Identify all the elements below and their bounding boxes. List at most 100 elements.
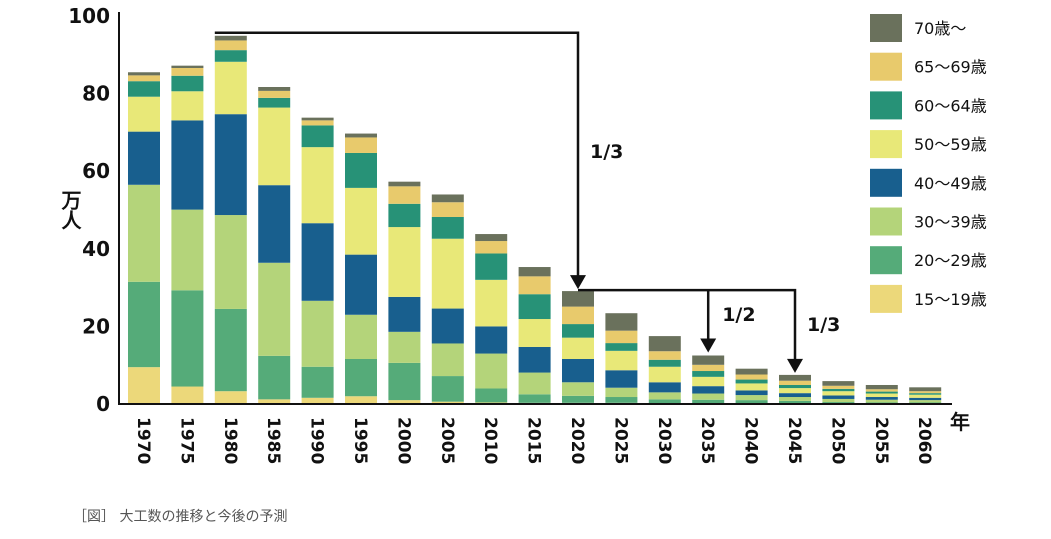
bar-1980-series-7 <box>214 35 247 41</box>
x-tick-label-2060: 2060 <box>914 417 934 464</box>
bar-2055-series-3 <box>865 397 898 400</box>
bar-1995-series-3 <box>345 254 377 315</box>
bar-1985-series-3 <box>258 185 291 263</box>
bar-1990-series-0 <box>301 397 334 404</box>
bar-1995-series-2 <box>345 314 377 359</box>
bar-1980-series-4 <box>214 61 247 115</box>
bar-2005-series-6 <box>431 202 464 217</box>
bar-2050-series-7 <box>822 381 855 386</box>
bar-2040-series-3 <box>735 390 768 396</box>
bar-2025-series-6 <box>605 330 638 344</box>
bar-2015-series-6 <box>518 276 551 295</box>
annotation-bracket-2020-2045 <box>578 288 797 361</box>
bar-1970-series-3 <box>128 131 160 185</box>
bar-1980-series-5 <box>214 50 247 62</box>
x-tick-label-2045: 2045 <box>784 417 804 464</box>
bar-2030-series-5 <box>648 359 681 367</box>
bar-1980-series-3 <box>214 114 247 216</box>
bar-2050-series-3 <box>822 395 855 399</box>
bar-2025-series-7 <box>605 313 638 331</box>
bar-2000-series-3 <box>388 296 421 332</box>
bar-1975-series-2 <box>171 209 204 291</box>
legend: 70歳～ 65～69歳 60～64歳 50～59歳 40～49歳 30～39歳 20～29歳… <box>870 14 987 313</box>
y-tick-label-100: 100 <box>68 4 110 28</box>
bar-2015-series-3 <box>518 346 551 373</box>
bar-1990-series-5 <box>301 125 334 148</box>
bar-2000-series-4 <box>388 227 421 297</box>
bar-1985-series-6 <box>258 90 291 98</box>
bar-2045-series-7 <box>779 374 811 381</box>
bar-2035-series-7 <box>692 355 725 365</box>
annotations: 1/3 1/2 1/3 <box>214 31 840 373</box>
bar-1990-series-7 <box>301 117 334 121</box>
bar-2055-series-7 <box>865 384 898 390</box>
bar-2025-series-2 <box>605 387 638 398</box>
y-axis-ticks: 0 20 40 60 80 100 <box>68 4 110 416</box>
y-axis-label: 万人 <box>58 190 82 230</box>
bar-2025-series-5 <box>605 343 638 351</box>
bar-2000-series-0 <box>388 400 421 404</box>
legend-swatch-3 <box>870 168 902 197</box>
bar-2050-series-1 <box>822 402 855 404</box>
bar-2055-series-6 <box>865 389 898 392</box>
bar-1995-series-5 <box>345 152 377 188</box>
bar-1990-series-3 <box>301 223 334 301</box>
annotation-arrow-2020 <box>570 275 586 290</box>
y-tick-label-40: 40 <box>82 237 110 261</box>
x-tick-label-2000: 2000 <box>393 417 413 464</box>
bars <box>128 35 942 404</box>
bar-1995-series-0 <box>345 396 377 404</box>
bar-2005-series-2 <box>431 343 464 377</box>
bar-2060-series-7 <box>909 387 942 392</box>
bar-2040-series-1 <box>735 400 768 404</box>
bar-2025-series-3 <box>605 370 638 388</box>
bar-2050-series-5 <box>822 388 855 392</box>
bar-1980-series-6 <box>214 40 247 51</box>
bar-2015-series-1 <box>518 394 551 403</box>
y-tick-label-20: 20 <box>82 314 110 338</box>
bar-2045-series-4 <box>779 388 811 394</box>
bar-2050-series-2 <box>822 398 855 403</box>
bar-2050-series-6 <box>822 385 855 389</box>
x-tick-label-2030: 2030 <box>654 417 674 464</box>
annotation-label-1980-2020: 1/3 <box>590 141 623 163</box>
bar-2030-series-3 <box>648 382 681 393</box>
x-tick-label-2020: 2020 <box>567 417 587 464</box>
bar-2020-series-4 <box>562 337 594 359</box>
bar-2045-series-5 <box>779 384 811 389</box>
legend-label-7: 70歳～ <box>914 19 966 38</box>
bar-2005-series-4 <box>431 238 464 309</box>
bar-2020-series-6 <box>562 306 594 325</box>
legend-label-5: 60～64歳 <box>914 96 987 115</box>
x-tick-label-2040: 2040 <box>741 417 761 464</box>
bar-2020-series-1 <box>562 395 594 403</box>
bar-2030-series-1 <box>648 399 681 404</box>
bar-2055-series-4 <box>865 393 898 398</box>
bar-2020-series-5 <box>562 324 594 338</box>
bar-2035-series-4 <box>692 376 725 387</box>
bar-1970-series-7 <box>128 72 160 76</box>
y-tick-label-60: 60 <box>82 159 110 183</box>
x-tick-label-2055: 2055 <box>871 417 891 464</box>
bar-2030-series-4 <box>648 366 681 383</box>
annotation-arrow-2035 <box>700 338 717 353</box>
annotation-label-2020-2045: 1/3 <box>807 314 840 336</box>
legend-label-0: 15～19歳 <box>914 290 987 309</box>
bar-2060-series-4 <box>909 394 942 398</box>
bar-2040-series-5 <box>735 379 768 384</box>
bar-2040-series-2 <box>735 395 768 401</box>
bar-2005-series-5 <box>431 216 464 239</box>
bar-1980-series-1 <box>214 308 247 392</box>
bar-2005-series-7 <box>431 194 464 203</box>
bar-2000-series-6 <box>388 186 421 204</box>
x-axis-ticks: 1970 1975 1980 1985 1990 1995 2000 2005 2010 2015… <box>133 417 934 464</box>
bar-1990-series-4 <box>301 147 334 224</box>
bar-1985-series-0 <box>258 399 291 404</box>
bar-2020-series-7 <box>562 291 594 307</box>
bar-2040-series-7 <box>735 368 768 375</box>
bar-2015-series-7 <box>518 267 551 277</box>
bar-1975-series-0 <box>171 386 204 404</box>
bar-1985-series-5 <box>258 97 291 108</box>
bar-2030-series-7 <box>648 336 681 352</box>
